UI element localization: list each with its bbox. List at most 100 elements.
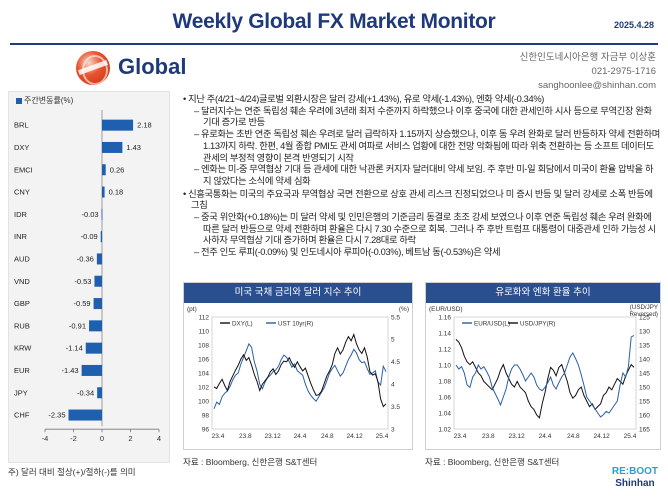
- right-tick-label: 3.5: [391, 404, 400, 411]
- eur-jpy-chart: 유로화와 엔화 환율 추이 (EUR/USD) (USD/JPY Reversed)…: [425, 282, 661, 450]
- right-tick-label: 145: [639, 370, 650, 377]
- bar-category-label: JPY: [14, 388, 28, 397]
- bar-category-label: RUB: [14, 321, 30, 330]
- sub-bullet-paragraph: – 엔화는 미-중 무역협상 기대 등 관세에 대한 낙관론 커지자 달러대비 …: [194, 164, 654, 186]
- author-email[interactable]: sanghoonlee@shinhan.com: [538, 80, 656, 91]
- left-axis-unit: (EUR/USD): [429, 306, 463, 313]
- series-line-left: [455, 334, 635, 418]
- reboot-shinhan-logo: RE:BOOT Shinhan: [611, 466, 658, 489]
- left-tick-label: 100: [198, 398, 209, 405]
- right-tick-label: 130: [639, 328, 650, 335]
- right-axis-unit-note: Reversed): [629, 311, 658, 318]
- bar-value-label: -0.34: [77, 388, 94, 397]
- left-tick-label: 1.12: [438, 346, 451, 353]
- bar-chart-footnote: 주) 달러 대비 절상(+)/절하(-)를 의미: [8, 467, 136, 477]
- x-tick-label: 23.12: [509, 433, 526, 440]
- left-tick-label: 96: [202, 426, 210, 433]
- x-tick-label: 24.12: [594, 433, 611, 440]
- x-tick-label: 23.4: [212, 433, 225, 440]
- x-tick-label: 23.8: [239, 433, 252, 440]
- left-tick-label: 104: [198, 370, 209, 377]
- eur-jpy-chart-title: 유로화와 엔화 환율 추이: [426, 283, 660, 303]
- bar: [101, 208, 103, 220]
- bar: [97, 387, 102, 399]
- ust-dxy-chart: 미국 국채 금리와 달러 지수 추이 (pt) (%) 112 110 108 106 10…: [183, 282, 413, 450]
- x-tick-label: 24.8: [567, 433, 580, 440]
- legend-label: EUR/USD(L): [474, 320, 510, 327]
- x-tick-label: 23.8: [482, 433, 495, 440]
- bullet-paragraph: • 신흥국통화는 미국의 주요국과 무역협상 국면 전환으로 상호 관세 리스크…: [183, 188, 653, 211]
- bar-category-label: AUD: [14, 254, 30, 263]
- report-title: Weekly Global FX Market Monitor: [172, 10, 496, 33]
- x-tick-label: 23.4: [454, 433, 467, 440]
- bar-chart-legend: 주간변동률(%): [16, 95, 73, 106]
- bar: [102, 141, 123, 153]
- left-tick-label: 1.02: [438, 426, 451, 433]
- weekly-change-chart-panel: BRL 2.18 DXY 1.43 EMCI 0.26 CNY 0.18 IDR -0.03 INR…: [8, 91, 170, 463]
- left-axis-unit: (pt): [187, 306, 197, 313]
- legend-label: UST 10yr(R): [278, 320, 313, 327]
- bar-value-label: -1.14: [66, 344, 83, 353]
- x-tick-label: 24.4: [294, 433, 307, 440]
- sub-bullet-paragraph: – 전주 인도 루피(-0.09%) 및 인도네시아 루피아(-0.03%), …: [194, 247, 501, 258]
- bar-category-label: DXY: [14, 143, 29, 152]
- author-name: 신한인도네시아은행 자금부 이상훈: [519, 52, 656, 63]
- series-line-right: [455, 339, 635, 419]
- title-divider: [10, 43, 658, 45]
- bar-legend-label: 주간변동률(%): [24, 96, 74, 105]
- left-tick-label: 112: [199, 314, 210, 321]
- right-axis-unit: (USD/JPY: [630, 304, 658, 311]
- x-tick-label: 24.4: [539, 433, 552, 440]
- bar: [102, 186, 105, 198]
- legend-label: DXY(L): [232, 320, 253, 327]
- bar-category-label: INR: [14, 232, 28, 241]
- x-tick-label: 25.4: [624, 433, 637, 440]
- weekly-change-bar-chart: BRL 2.18 DXY 1.43 EMCI 0.26 CNY 0.18 IDR -0.03 INR…: [14, 110, 161, 443]
- bar-category-label: BRL: [14, 121, 29, 130]
- right-tick-label: 4: [391, 382, 395, 389]
- bar-category-label: KRW: [14, 344, 32, 353]
- x-tick-label: 24.12: [347, 433, 364, 440]
- ust-dxy-chart-title: 미국 국채 금리와 달러 지수 추이: [184, 283, 412, 303]
- x-tick-label: 25.4: [376, 433, 389, 440]
- globe-icon: [76, 51, 110, 85]
- report-date: 2025.4.28: [613, 20, 654, 30]
- author-phone: 021-2975-1716: [591, 66, 656, 77]
- bar-value-label: -0.09: [81, 232, 98, 241]
- bar-category-label: CNY: [14, 188, 30, 197]
- left-tick-label: 1.06: [438, 394, 451, 401]
- right-tick-label: 4.5: [391, 359, 400, 366]
- bar-x-tick-label: 2: [128, 434, 132, 443]
- right-tick-label: 3: [391, 426, 395, 433]
- right-tick-label: 5: [391, 337, 395, 344]
- left-tick-label: 1.14: [438, 330, 451, 337]
- ust-dxy-source: 자료 : Bloomberg, 신한은행 S&T센터: [183, 457, 318, 467]
- sub-bullet-paragraph: – 중국 위안화(+0.18%)는 미 달러 약세 및 인민은행의 기준금리 동…: [194, 212, 656, 246]
- right-tick-label: 165: [639, 426, 650, 433]
- sub-bullet-paragraph: – 유로화는 초반 연준 독립성 훼손 우려로 달러 급락하자 1.15까지 상…: [194, 129, 660, 163]
- bar-value-label: 1.43: [126, 143, 141, 152]
- right-tick-label: 150: [639, 384, 650, 391]
- bar-x-tick-label: 4: [157, 434, 161, 443]
- x-tick-label: 24.8: [321, 433, 334, 440]
- right-tick-label: 5.5: [391, 314, 400, 321]
- bar: [93, 298, 102, 310]
- bar-category-label: IDR: [14, 210, 28, 219]
- market-commentary: • 지난 주(4/21~4/24)글로벌 외환시장은 달러 강세(+1.43%)…: [183, 94, 661, 259]
- left-tick-label: 1.16: [438, 314, 451, 321]
- bar: [89, 320, 102, 332]
- plot-frame: [453, 316, 637, 430]
- left-tick-label: 110: [199, 328, 210, 335]
- x-tick-label: 23.12: [265, 433, 282, 440]
- bar: [96, 253, 102, 265]
- right-tick-label: 155: [639, 398, 650, 405]
- bar-category-label: VND: [14, 277, 30, 286]
- bar-value-label: -0.36: [77, 254, 94, 263]
- left-tick-label: 108: [198, 342, 209, 349]
- bar: [85, 342, 102, 354]
- series-line-right: [213, 342, 387, 409]
- right-tick-label: 160: [639, 412, 650, 419]
- right-tick-label: 125: [639, 314, 650, 321]
- bar-value-label: -0.03: [81, 210, 98, 219]
